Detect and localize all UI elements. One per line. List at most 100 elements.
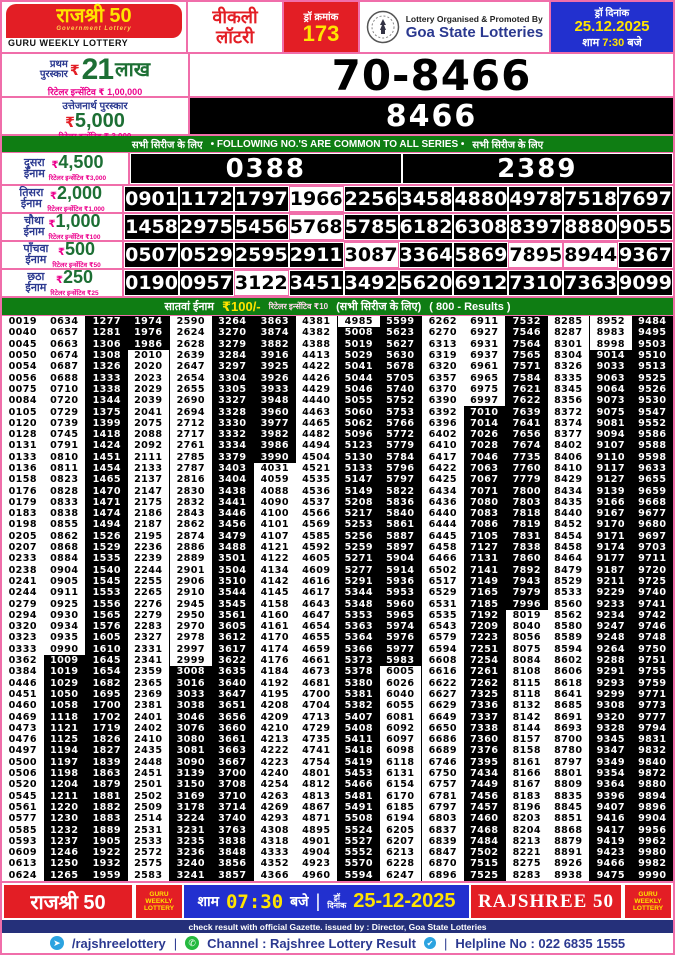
result-cell: 3990 xyxy=(254,451,296,463)
result-cell: 1827 xyxy=(86,745,128,757)
result-cell: 8580 xyxy=(547,621,589,633)
result-cell: 2435 xyxy=(127,745,169,757)
result-cell: 7456 xyxy=(463,790,505,802)
result-cell: 3856 xyxy=(211,858,253,870)
draw-time: शाम 7:30 बजे xyxy=(582,36,642,49)
result-cell: 4729 xyxy=(295,722,337,734)
result-cell: 5752 xyxy=(379,395,421,407)
result-cell: 7262 xyxy=(463,677,505,689)
channel-link[interactable]: Channel : Rajshree Lottery Result xyxy=(207,935,416,951)
result-cell: 6517 xyxy=(422,575,464,588)
result-cell: 5822 xyxy=(379,485,421,497)
result-cell: 9794 xyxy=(631,722,673,734)
result-cell: 3544 xyxy=(211,587,253,599)
result-cell: 7564 xyxy=(506,338,548,350)
result-cell: 4134 xyxy=(254,564,296,576)
prize-numbers: 0388 2389 xyxy=(130,153,673,184)
result-cell: 0577 xyxy=(2,813,44,825)
result-cell: 1220 xyxy=(43,801,85,814)
result-cell: 5408 xyxy=(338,722,380,734)
result-cell: 9288 xyxy=(590,654,632,667)
result-cell: 1545 xyxy=(86,575,128,588)
result-cell: 4413 xyxy=(295,349,337,362)
result-cell: 9741 xyxy=(631,598,673,610)
result-cell: 4440 xyxy=(295,395,337,407)
result-cell: 3882 xyxy=(254,338,296,350)
result-cell: 6262 xyxy=(422,316,464,328)
result-cell: 7063 xyxy=(463,462,505,475)
result-cell: 2717 xyxy=(170,428,212,441)
result-cell: 5936 xyxy=(379,575,421,588)
result-cell: 8326 xyxy=(547,361,589,373)
prize-label: चौथा ईनाम ₹1,000 रिटेलर इन्सेंटिव ₹100 xyxy=(2,212,125,241)
result-cell: 8374 xyxy=(547,417,589,429)
prize-amount: ₹2,000 xyxy=(49,182,102,203)
result-cell: 6616 xyxy=(422,666,464,678)
result-cell: 3008 xyxy=(170,666,212,678)
result-cell: 0056 xyxy=(2,372,44,384)
result-cell: 6185 xyxy=(379,801,421,814)
prize-number: 7895 xyxy=(508,242,564,268)
prize-incentive: रिटेलर इन्सेंटिव ₹50 xyxy=(52,261,101,269)
result-cell: 9526 xyxy=(631,383,673,396)
result-cell: 5373 xyxy=(338,654,380,667)
result-cell: 2341 xyxy=(127,654,169,667)
result-cell: 8797 xyxy=(547,756,589,768)
result-cell: 7502 xyxy=(463,846,505,859)
result-cell: 0868 xyxy=(43,541,85,554)
result-cell: 8851 xyxy=(547,813,589,825)
result-cell: 6247 xyxy=(379,869,421,881)
result-cell: 3660 xyxy=(211,722,253,734)
result-cell: 3334 xyxy=(211,440,253,452)
result-cell: 5623 xyxy=(379,327,421,339)
result-cell: 8402 xyxy=(547,440,589,452)
result-cell: 3016 xyxy=(170,677,212,689)
result-cell: 2276 xyxy=(127,598,169,610)
results-column: 0019 0040 0045 0050 0054 0056 0075 0084 0105 0120… xyxy=(2,316,44,881)
result-cell: 5797 xyxy=(379,474,421,486)
result-cell: 9773 xyxy=(631,700,673,712)
result-cell: 5147 xyxy=(338,474,380,486)
telegram-handle[interactable]: /rajshreelottery xyxy=(71,935,166,951)
result-cell: 2690 xyxy=(170,395,212,407)
result-cell: 9174 xyxy=(590,541,632,554)
result-cell: 9755 xyxy=(631,666,673,678)
result-cell: 3656 xyxy=(211,711,253,723)
result-cell: 8084 xyxy=(506,654,548,667)
result-cell: 9014 xyxy=(590,349,632,362)
result-cell: 4655 xyxy=(295,632,337,644)
result-cell: 0054 xyxy=(2,361,44,373)
result-cell: 3241 xyxy=(170,869,212,881)
result-cell: 8691 xyxy=(547,711,589,723)
result-cell: 8429 xyxy=(547,474,589,486)
result-cell: 2816 xyxy=(170,474,212,486)
prize-number: 2975 xyxy=(179,215,233,239)
result-cell: 5366 xyxy=(338,643,380,655)
result-cell: 3510 xyxy=(211,575,253,588)
result-cell: 9840 xyxy=(631,756,673,768)
prize-number: 7518 xyxy=(564,187,618,211)
prize-incentive: रिटेलर इन्सेंटिव ₹25 xyxy=(50,289,99,297)
footer-brand-left: राजश्री 50 xyxy=(4,885,132,918)
result-cell: 5259 xyxy=(338,541,380,554)
result-cell: 6445 xyxy=(422,530,464,542)
result-cell: 9364 xyxy=(590,779,632,791)
result-cell: 7192 xyxy=(463,609,505,622)
goa-state-emblem-icon xyxy=(366,10,399,44)
prize-number: 2911 xyxy=(289,243,343,267)
result-cell: 0990 xyxy=(43,643,85,655)
result-cell: 3763 xyxy=(211,824,253,836)
result-cell: 5705 xyxy=(379,372,421,384)
result-cell: 5914 xyxy=(379,564,421,576)
result-cell: 2533 xyxy=(127,835,169,847)
result-cell: 0384 xyxy=(2,666,44,678)
results-column-group: 2590 2624 2628 2639 2647 2654 2655 2690 2694 2712… xyxy=(170,316,254,881)
result-cell: 2509 xyxy=(127,801,169,814)
results-column-group: 3863 3874 3882 3916 3925 3926 3933 3948 3960 3977… xyxy=(254,316,338,881)
result-cell: 8304 xyxy=(547,349,589,362)
result-cell: 3330 xyxy=(211,417,253,429)
result-cell: 3708 xyxy=(211,779,253,791)
result-cell: 3178 xyxy=(170,801,212,814)
result-cell: 0205 xyxy=(2,530,44,542)
prize-label: पाँचवा ईनाम ₹500 रिटेलर इन्सेंटिव ₹50 xyxy=(2,240,125,269)
